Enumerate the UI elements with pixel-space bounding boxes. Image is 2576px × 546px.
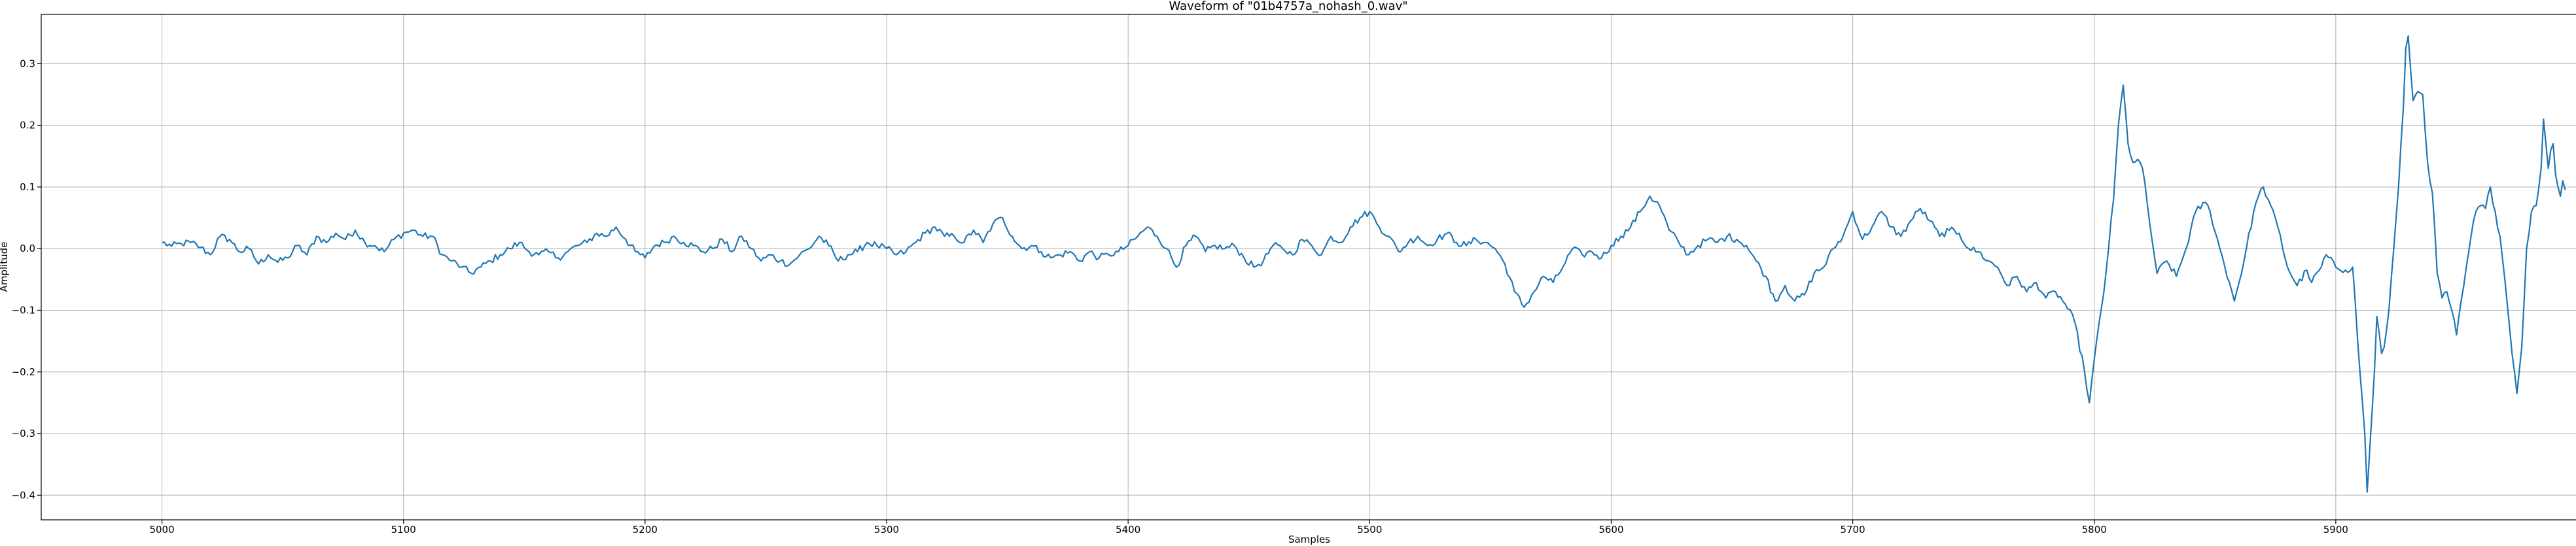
grid-lines [41,14,2576,520]
x-tick-label: 5900 [2323,524,2348,536]
y-tick-label: 0.3 [20,58,35,69]
y-axis-ticks: −0.4 −0.3 −0.2 −0.1 0.0 0.1 0.2 0.3 [12,58,41,501]
x-tick-label: 5600 [1598,524,1623,536]
x-tick-label: 5200 [633,524,658,536]
x-tick-label: 5300 [874,524,899,536]
y-tick-label: −0.4 [12,489,35,501]
y-tick-label: 0.0 [20,243,35,254]
x-tick-label: 5000 [149,524,174,536]
series-group [162,35,2566,493]
x-tick-label: 5100 [391,524,416,536]
y-axis-label: Amplitude [0,242,10,292]
chart-title: Waveform of "01b4757a_nohash_0.wav" [1169,0,1407,13]
x-axis-label: Samples [1288,534,1330,545]
x-tick-label: 5400 [1116,524,1140,536]
plot-frame [41,14,2576,520]
y-tick-label: 0.2 [20,120,35,131]
y-tick-label: −0.1 [12,304,35,316]
x-axis-ticks: 5000 5100 5200 5300 5400 5500 5600 5700 5800 5900 [149,520,2348,536]
x-tick-label: 5500 [1357,524,1382,536]
y-tick-label: 0.1 [20,181,35,193]
y-tick-label: −0.2 [12,366,35,378]
waveform-series-line [162,35,2566,493]
y-tick-label: −0.3 [12,428,35,439]
x-tick-label: 5700 [1840,524,1865,536]
x-tick-label: 5800 [2082,524,2107,536]
